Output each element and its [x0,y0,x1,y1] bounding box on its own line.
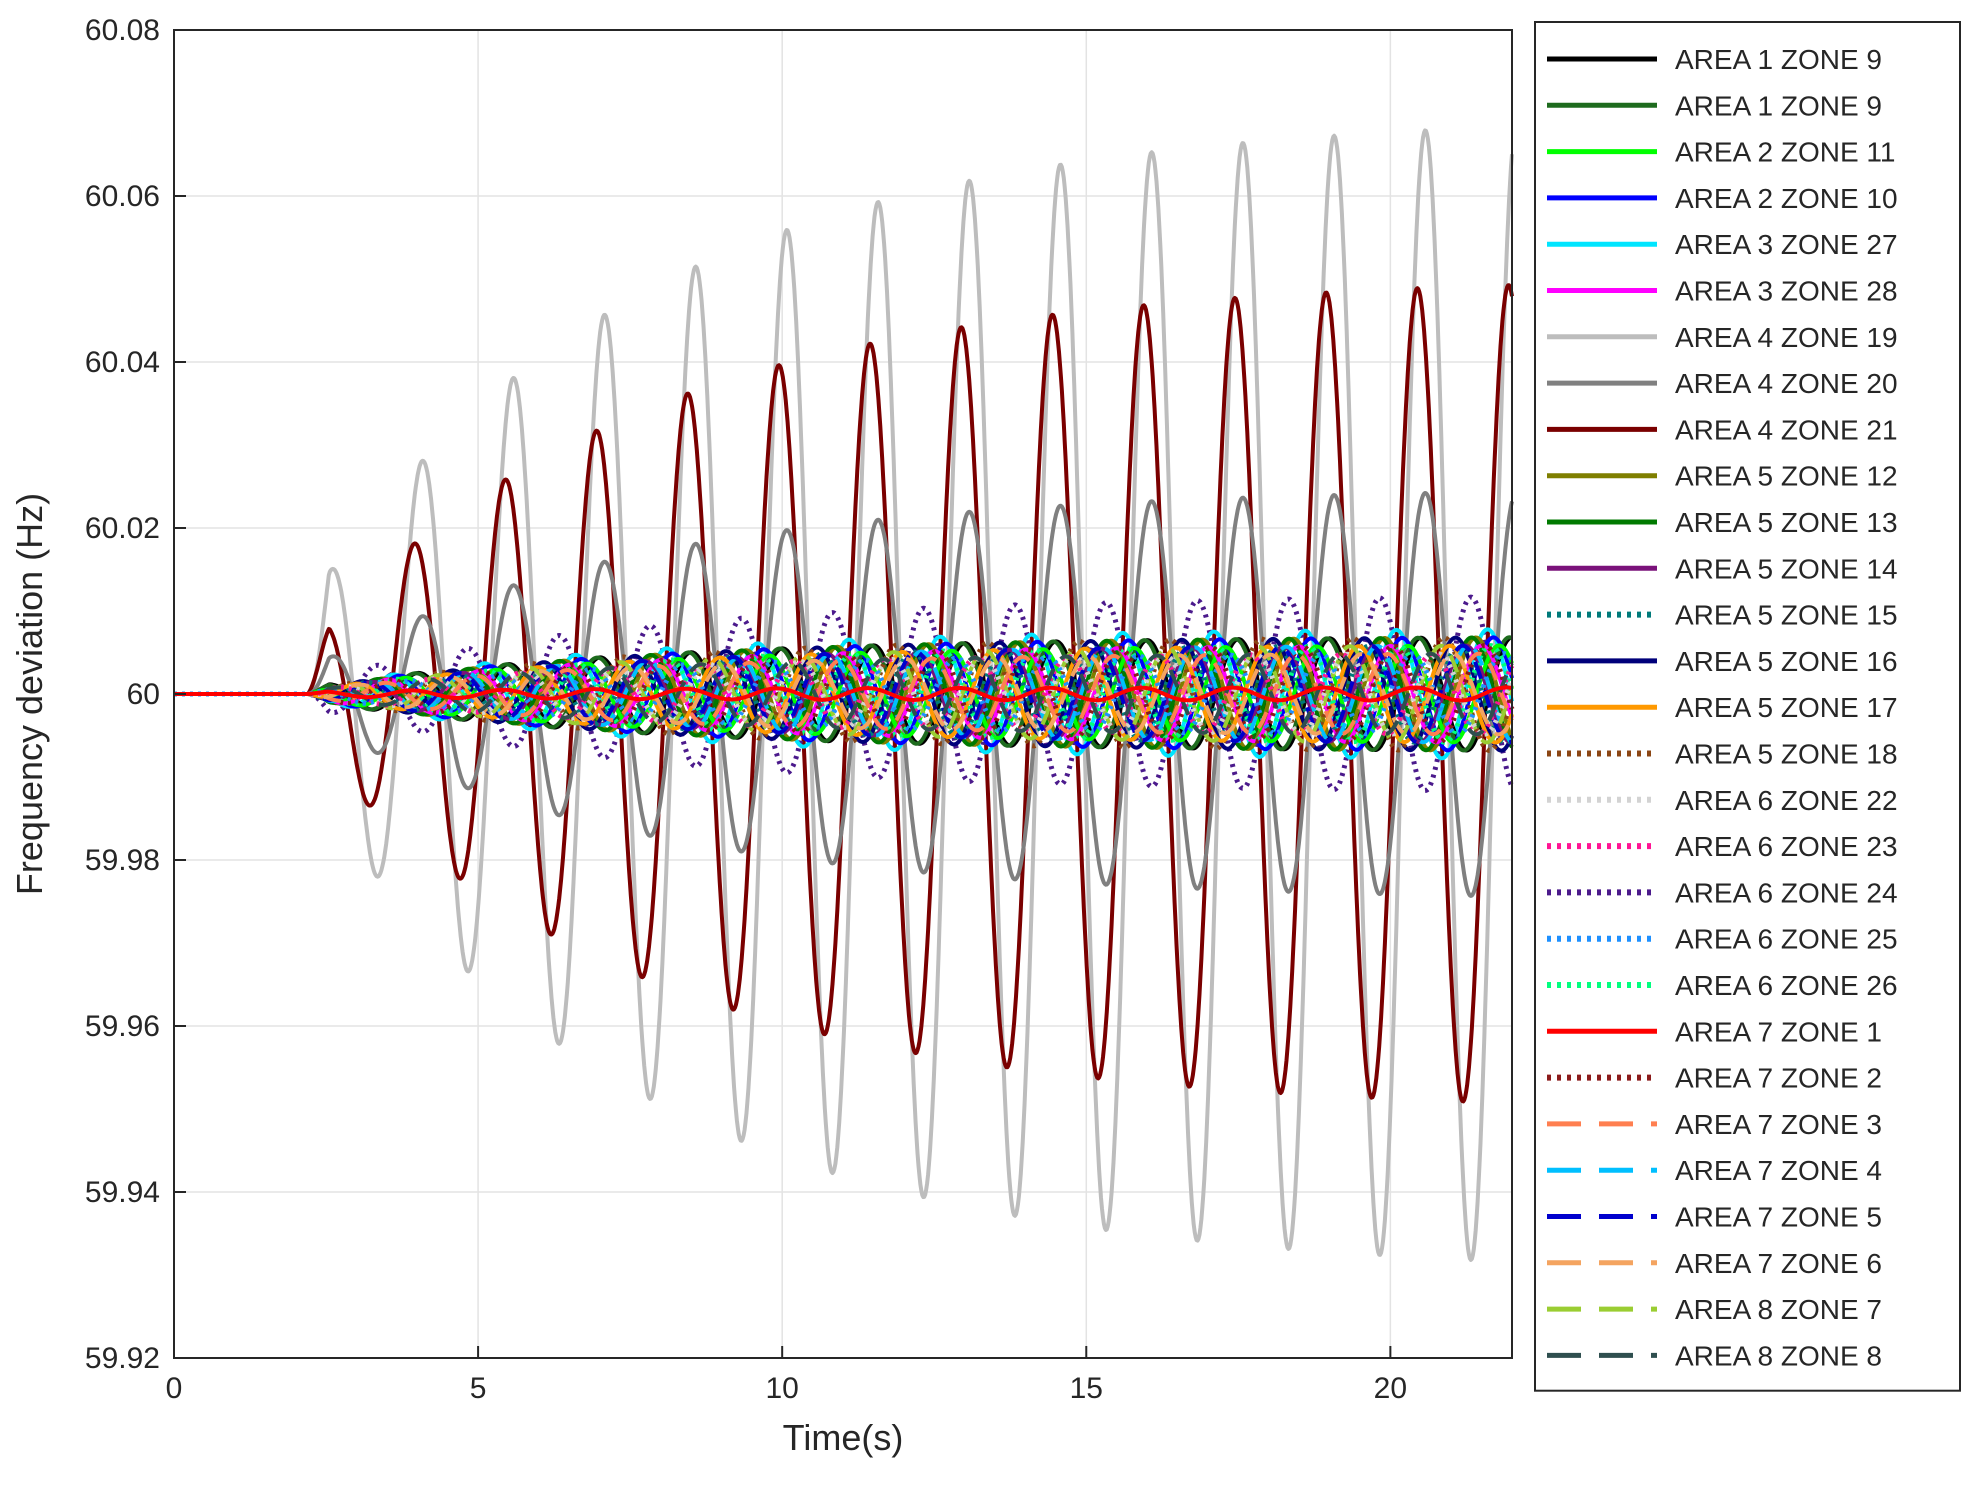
legend-entry-label: AREA 7 ZONE 6 [1675,1248,1882,1279]
x-axis-label: Time(s) [783,1417,904,1458]
series-line [172,643,1514,745]
legend-entry-label: AREA 8 ZONE 7 [1675,1294,1882,1325]
legend-entry-label: AREA 6 ZONE 22 [1675,785,1898,816]
x-tick-label: 5 [470,1372,487,1405]
legend-entry-label: AREA 3 ZONE 27 [1675,229,1898,260]
y-tick-label: 60.02 [85,512,160,545]
series-line [173,643,1514,745]
y-axis-label: Frequency deviation (Hz) [9,493,50,895]
legend-entry-label: AREA 5 ZONE 18 [1675,739,1898,770]
legend-entry-label: AREA 5 ZONE 13 [1675,507,1898,538]
y-tick-label: 60.06 [85,180,160,213]
legend: AREA 1 ZONE 9 AREA 1 ZONE 9 AREA 2 ZONE 11… [1534,21,1961,1392]
x-tick-label: 15 [1070,1372,1103,1405]
legend-entry-label: AREA 4 ZONE 20 [1675,368,1898,399]
legend-entry-label: AREA 7 ZONE 1 [1675,1016,1882,1047]
y-tick-label: 60.04 [85,346,160,379]
y-tick-label: 60 [127,678,160,711]
legend-entry-label: AREA 8 ZONE 8 [1675,1340,1882,1371]
series-line [173,643,1514,745]
legend-entry-label: AREA 4 ZONE 21 [1675,414,1898,445]
series-line [173,651,1514,737]
legend-entry-label: AREA 7 ZONE 5 [1675,1202,1882,1233]
series-line [173,128,1514,1262]
series-line [173,651,1514,737]
legend-entry-label: AREA 7 ZONE 2 [1675,1063,1882,1094]
legend-entry-label: AREA 6 ZONE 25 [1675,924,1898,955]
legend-entry-label: AREA 5 ZONE 16 [1675,646,1898,677]
legend-entry-label: AREA 2 ZONE 10 [1675,183,1898,214]
series-lines [172,128,1515,1262]
legend-entry-label: AREA 7 ZONE 3 [1675,1109,1882,1140]
legend-entry-label: AREA 5 ZONE 12 [1675,461,1898,492]
legend-entry-label: AREA 1 ZONE 9 [1675,44,1882,75]
y-tick-label: 60.08 [85,14,160,47]
series-line [173,491,1514,898]
legend-entry-label: AREA 5 ZONE 14 [1675,553,1898,584]
legend-entry-label: AREA 5 ZONE 17 [1675,692,1898,723]
series-line [172,635,1515,753]
y-tick-label: 59.96 [85,1010,160,1043]
x-tick-label: 0 [166,1372,183,1405]
x-tick-label: 20 [1374,1372,1407,1405]
series-line [173,643,1513,745]
y-tick-label: 59.94 [85,1176,160,1209]
series-line [173,685,1513,703]
legend-entry-label: AREA 6 ZONE 24 [1675,877,1898,908]
series-line [173,651,1514,737]
legend-entry-label: AREA 7 ZONE 4 [1675,1155,1882,1186]
legend-entry-label: AREA 2 ZONE 11 [1675,137,1895,168]
legend-entry-label: AREA 6 ZONE 23 [1675,831,1898,862]
series-line [173,643,1514,745]
legend-entry-label: AREA 4 ZONE 19 [1675,322,1898,353]
legend-entry-label: AREA 3 ZONE 28 [1675,276,1898,307]
legend-entry-label: AREA 1 ZONE 9 [1675,90,1882,121]
legend-entry-label: AREA 6 ZONE 26 [1675,970,1898,1001]
y-tick-label: 59.98 [85,844,160,877]
y-tick-label: 59.92 [85,1342,160,1375]
legend-entry-label: AREA 5 ZONE 15 [1675,600,1898,631]
series-line [173,283,1514,1104]
x-tick-label: 10 [765,1372,798,1405]
series-line [173,635,1514,753]
axis-ticks: 0 5 10 15 20 59.92 59.94 59.96 59.98 60 60.02 60.04… [85,14,1407,1405]
